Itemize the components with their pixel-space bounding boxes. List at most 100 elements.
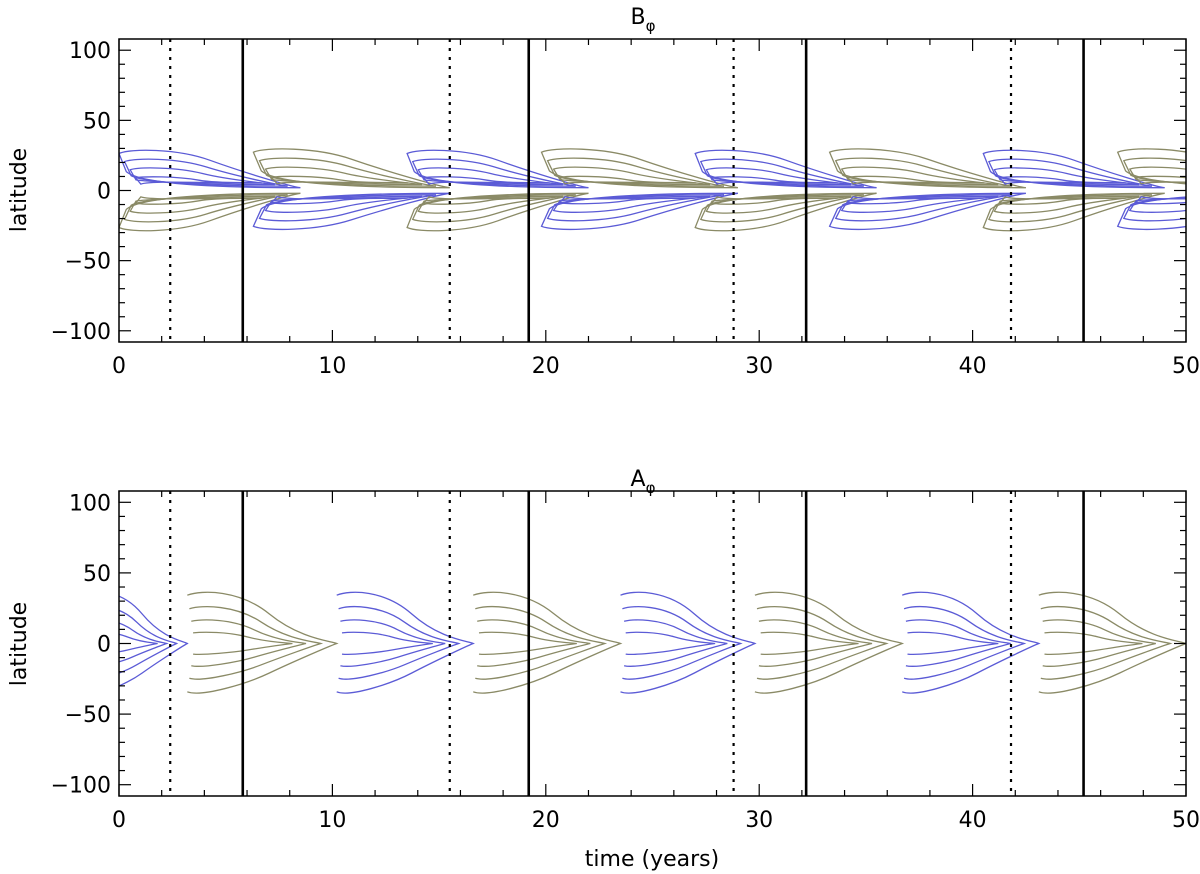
bphi-contour — [710, 176, 839, 185]
x-tick-label: 10 — [318, 354, 346, 379]
aphi-contour — [341, 631, 433, 656]
aphi-chevron — [620, 591, 757, 694]
aphi-contour — [760, 631, 859, 656]
aphi-contour — [187, 591, 339, 694]
contour-layer-b — [119, 148, 1186, 232]
aphi-contour — [1040, 606, 1173, 680]
y-tick-labels-b: 100 50 0 −50 −100 — [51, 39, 111, 345]
bphi-wing — [1116, 148, 1186, 185]
aphi-contour — [189, 606, 324, 680]
bphi-wing — [119, 149, 301, 189]
y-axis-label-a: latitude — [7, 602, 32, 686]
x-tick-label: 40 — [959, 808, 987, 833]
aphi-contour — [622, 606, 743, 680]
aphi-contour — [625, 631, 716, 656]
bphi-contour — [998, 176, 1127, 185]
bphi-wing — [1116, 195, 1186, 231]
aphi-contour — [905, 619, 1011, 667]
x-tick-label: 30 — [745, 354, 773, 379]
y-tick-label: 0 — [97, 633, 111, 658]
aphi-contour — [1038, 591, 1186, 694]
y-tick-label: −100 — [51, 320, 111, 345]
bphi-contour — [270, 195, 409, 205]
aphi-contour — [478, 631, 577, 656]
aphi-contour — [336, 591, 475, 694]
aphi-contour — [1191, 632, 1200, 654]
aphi-contour — [620, 591, 757, 694]
x-tick-label: 0 — [112, 808, 126, 833]
aphi-contour — [119, 595, 189, 687]
bphi-contour — [998, 196, 1127, 205]
reference-lines-b — [169, 39, 1085, 342]
aphi-contour — [756, 606, 889, 680]
y-axis-label-b: latitude — [7, 148, 32, 232]
aphi-contour — [191, 619, 307, 667]
aphi-contour — [475, 606, 608, 680]
aphi-contour — [340, 619, 446, 667]
reference-lines-a — [169, 491, 1085, 796]
x-tick-label: 20 — [532, 354, 560, 379]
aphi-contour — [1190, 620, 1200, 666]
panel-b-phi: Bφ latitude 0 10 20 30 40 50 100 50 0 −50 −100 — [7, 5, 1200, 379]
bphi-contour — [558, 175, 697, 185]
bphi-contour — [846, 175, 985, 185]
aphi-contour — [119, 633, 158, 653]
bphi-wing — [406, 149, 589, 189]
aphi-chevron — [336, 591, 475, 694]
axis-ticks-b — [118, 39, 1187, 342]
bphi-contour — [1134, 195, 1186, 205]
bphi-wing — [694, 149, 877, 189]
x-tick-labels-a: 0 10 20 30 40 50 — [112, 808, 1200, 833]
bphi-contour — [270, 175, 409, 185]
bphi-wing — [119, 192, 301, 232]
aphi-contour — [1185, 594, 1186, 693]
plot-frame-b — [118, 38, 1187, 343]
aphi-chevron — [901, 591, 1041, 694]
x-tick-label: 10 — [318, 808, 346, 833]
aphi-contour — [472, 591, 623, 694]
x-tick-label: 20 — [532, 808, 560, 833]
panel-a-phi: Aφ latitude time (years) 0 10 20 30 40 50 100… — [7, 467, 1200, 872]
bphi-wing — [694, 192, 877, 232]
x-tick-label: 0 — [112, 354, 126, 379]
aphi-contour — [901, 591, 1041, 694]
bphi-wing — [982, 149, 1165, 189]
aphi-chevron — [754, 591, 905, 694]
y-tick-label: 100 — [69, 491, 111, 516]
bphi-wing — [406, 192, 589, 232]
bphi-contour — [134, 176, 263, 185]
aphi-contour — [623, 619, 728, 667]
bphi-wing — [252, 148, 450, 189]
y-tick-label: −50 — [65, 250, 111, 275]
aphi-chevron — [472, 591, 623, 694]
aphi-chevron — [1185, 594, 1200, 693]
bphi-contour — [558, 195, 697, 205]
aphi-chevron — [1038, 591, 1186, 694]
x-tick-label: 30 — [745, 808, 773, 833]
y-tick-label: −50 — [65, 703, 111, 728]
y-tick-label: −100 — [51, 774, 111, 799]
aphi-contour — [907, 631, 999, 656]
aphi-chevron — [187, 591, 339, 694]
bphi-contour — [710, 196, 839, 205]
bphi-wing — [982, 192, 1165, 232]
aphi-contour — [903, 606, 1027, 680]
aphi-contour — [1042, 619, 1156, 667]
aphi-contour — [758, 619, 873, 667]
panel-title-b: Bφ — [631, 5, 656, 35]
contour-layer-a — [119, 591, 1200, 694]
aphi-contour — [193, 631, 293, 656]
bphi-wing — [828, 148, 1026, 189]
y-tick-label: 50 — [83, 109, 111, 134]
y-tick-labels-a: 100 50 0 −50 −100 — [51, 491, 111, 798]
y-tick-label: 100 — [69, 39, 111, 64]
axis-ticks-a — [118, 491, 1187, 796]
bphi-contour — [422, 196, 551, 205]
bphi-contour — [846, 195, 985, 205]
aphi-contour — [1188, 607, 1200, 679]
aphi-contour — [338, 606, 461, 680]
x-tick-label: 40 — [959, 354, 987, 379]
panel-title-a: Aφ — [631, 467, 656, 497]
bphi-wing — [540, 148, 738, 189]
